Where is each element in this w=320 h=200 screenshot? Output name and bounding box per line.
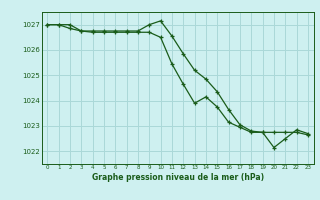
X-axis label: Graphe pression niveau de la mer (hPa): Graphe pression niveau de la mer (hPa)	[92, 173, 264, 182]
